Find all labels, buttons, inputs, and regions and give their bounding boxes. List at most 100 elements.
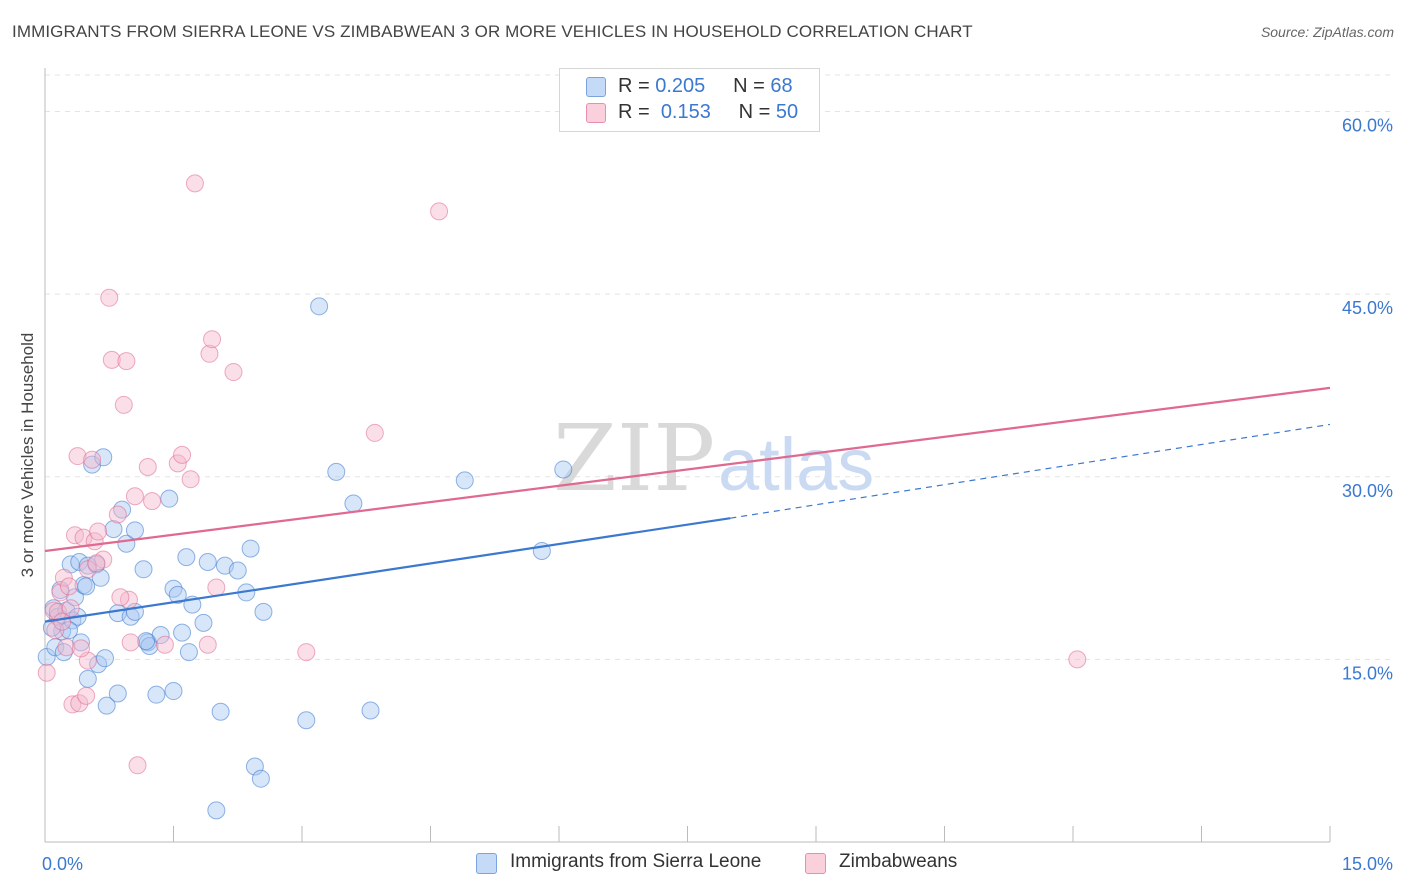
watermark: ZIP atlas <box>553 405 874 512</box>
point-zimbabwean <box>117 352 136 371</box>
point-zimbabwean <box>63 695 82 714</box>
point-zimbabwean <box>71 639 90 658</box>
point-sierra-leone <box>173 623 192 642</box>
trendline-zimbabwean <box>44 386 1331 553</box>
point-zimbabwean <box>53 612 72 631</box>
x-tick-label: 15.0% <box>1342 854 1393 874</box>
watermark-atlas: atlas <box>718 423 874 506</box>
point-sierra-leone <box>65 588 84 607</box>
point-zimbabwean <box>198 635 217 654</box>
point-sierra-leone <box>455 471 474 490</box>
point-zimbabwean <box>200 344 219 363</box>
legend-swatch-pink <box>586 103 606 123</box>
point-sierra-leone <box>179 643 198 662</box>
point-zimbabwean <box>77 686 96 705</box>
point-sierra-leone <box>147 685 166 704</box>
point-sierra-leone <box>104 520 123 539</box>
point-sierra-leone <box>168 585 187 604</box>
point-zimbabwean <box>59 577 78 596</box>
point-zimbabwean <box>125 487 144 506</box>
point-sierra-leone <box>95 649 114 668</box>
point-zimbabwean <box>181 470 200 489</box>
legend-r-label: R = <box>618 101 650 123</box>
point-zimbabwean <box>87 554 106 573</box>
point-zimbabwean <box>68 447 87 466</box>
legend-r-label: R = <box>618 75 650 97</box>
point-sierra-leone <box>78 669 97 688</box>
point-sierra-leone <box>134 560 153 579</box>
point-sierra-leone <box>177 548 196 567</box>
point-sierra-leone <box>140 636 159 655</box>
point-zimbabwean <box>128 756 147 775</box>
point-zimbabwean <box>203 330 222 349</box>
point-zimbabwean <box>297 643 316 662</box>
source-label: Source: ZipAtlas.com <box>1260 24 1394 40</box>
axes <box>44 68 1331 843</box>
point-zimbabwean <box>173 445 192 464</box>
point-zimbabwean <box>207 578 226 597</box>
point-zimbabwean <box>143 492 162 511</box>
point-sierra-leone <box>194 613 213 632</box>
point-zimbabwean <box>37 663 56 682</box>
legend-n-label: N = <box>738 101 771 123</box>
point-sierra-leone <box>241 539 260 558</box>
point-sierra-leone <box>327 462 346 481</box>
point-sierra-leone <box>160 489 179 508</box>
point-sierra-leone <box>125 521 144 540</box>
point-zimbabwean <box>111 588 130 607</box>
y-tick-label: 45.0% <box>1342 298 1393 318</box>
point-sierra-leone <box>554 460 573 479</box>
point-sierra-leone <box>361 701 380 720</box>
watermark-zip: ZIP <box>553 405 715 512</box>
point-sierra-leone <box>77 577 96 596</box>
data-points <box>37 174 1087 820</box>
point-sierra-leone <box>108 684 127 703</box>
trendlines <box>44 386 1331 623</box>
point-sierra-leone <box>254 602 273 621</box>
point-zimbabwean <box>121 633 140 652</box>
point-sierra-leone <box>207 801 226 820</box>
point-zimbabwean <box>168 454 187 473</box>
legend-label: Immigrants from Sierra Leone <box>510 851 762 872</box>
legend-label: Zimbabweans <box>839 851 958 872</box>
legend-swatch-blue <box>586 77 606 97</box>
point-zimbabwean <box>100 288 119 307</box>
point-zimbabwean <box>155 635 174 654</box>
point-sierra-leone <box>83 455 102 474</box>
point-sierra-leone <box>54 643 73 662</box>
gridlines <box>45 74 1392 660</box>
legend-r-value: 0.205 <box>655 75 706 97</box>
point-zimbabwean <box>54 568 73 587</box>
point-zimbabwean <box>108 505 127 524</box>
y-tick-label: 30.0% <box>1342 481 1393 501</box>
point-sierra-leone <box>71 633 90 652</box>
point-zimbabwean <box>224 363 243 382</box>
point-zimbabwean <box>102 350 121 369</box>
chart-title: IMMIGRANTS FROM SIERRA LEONE VS ZIMBABWE… <box>12 22 973 41</box>
point-zimbabwean <box>83 450 102 469</box>
legend-n-label: N = <box>733 75 765 97</box>
point-sierra-leone <box>228 561 247 580</box>
legend-swatch-blue <box>476 853 497 874</box>
legend-swatch-pink <box>805 853 826 874</box>
y-tick-label: 15.0% <box>1342 663 1393 683</box>
point-zimbabwean <box>430 202 449 221</box>
point-zimbabwean <box>70 694 89 713</box>
trendline-sierra-leone-extension <box>730 423 1331 519</box>
point-sierra-leone <box>344 494 363 513</box>
point-sierra-leone <box>211 702 230 721</box>
legend-n-value: 68 <box>770 75 793 97</box>
point-sierra-leone <box>137 632 156 651</box>
point-sierra-leone <box>251 769 270 788</box>
legend-r-value: 0.153 <box>660 101 711 123</box>
point-sierra-leone <box>310 297 329 316</box>
tick-labels: 15.0% 30.0% 45.0% 60.0% 0.0% 15.0% <box>42 116 1393 874</box>
legend-n-value: 50 <box>775 101 799 123</box>
point-zimbabwean <box>138 458 157 477</box>
point-sierra-leone <box>91 568 110 587</box>
stats-legend: R = 0.205 N = 68 R = 0.153 N = 50 <box>559 68 820 132</box>
y-tick-label: 60.0% <box>1342 116 1393 136</box>
point-sierra-leone <box>164 682 183 701</box>
trendline-sierra-leone <box>44 517 731 623</box>
